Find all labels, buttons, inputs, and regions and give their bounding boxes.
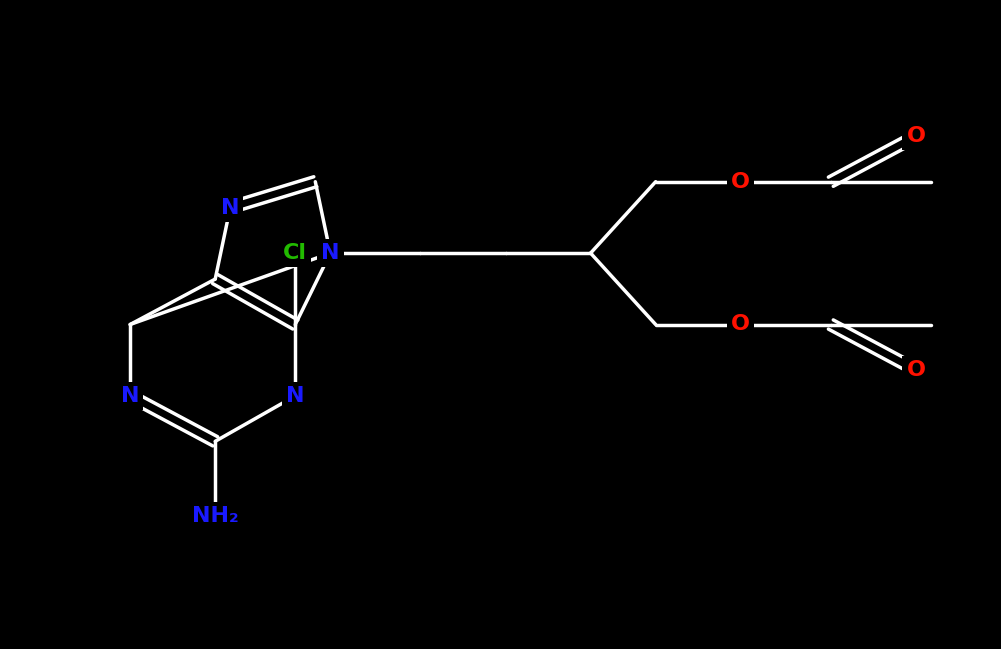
Text: N: N <box>286 386 304 406</box>
Text: O: O <box>732 172 750 191</box>
Text: O: O <box>907 127 925 146</box>
Text: N: N <box>221 198 239 217</box>
Text: O: O <box>732 315 750 334</box>
Text: NH₂: NH₂ <box>192 506 238 526</box>
Text: N: N <box>121 386 139 406</box>
Text: N: N <box>321 243 339 263</box>
Text: Cl: Cl <box>283 243 307 263</box>
Text: O: O <box>907 360 925 380</box>
